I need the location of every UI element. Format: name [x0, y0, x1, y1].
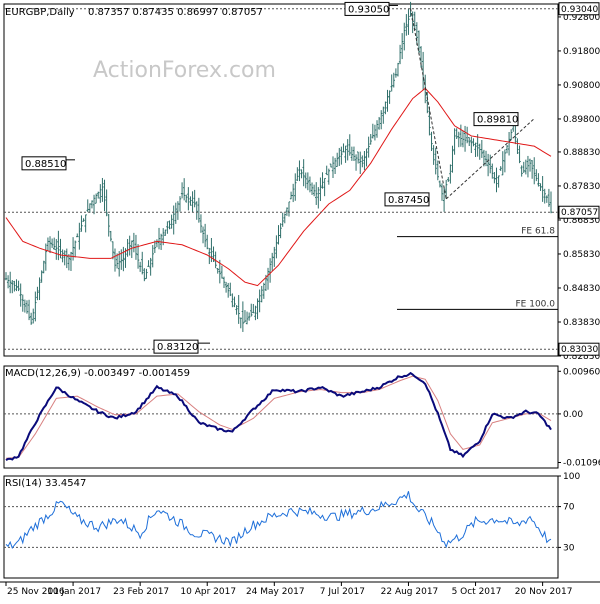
rsi-pane: 100 70 30 [4, 472, 580, 553]
price-tick-label: 0.83830 [563, 318, 600, 328]
x-tick-label: 10 Apr 2017 [180, 587, 236, 597]
fib-label: FE 100.0 [516, 299, 556, 309]
rsi-line [5, 491, 552, 549]
x-tick-label: 23 Feb 2017 [113, 587, 169, 597]
x-tick-label: 10 Jan 2017 [47, 587, 101, 597]
candlesticks [4, 1, 553, 332]
x-tick-label: 20 Nov 2017 [515, 587, 573, 597]
price-tick-label: 0.82830 [563, 352, 600, 362]
rsi-tick-label: 30 [563, 543, 575, 553]
x-tick-label: 24 May 2017 [246, 587, 305, 597]
macd-signal-line [5, 375, 552, 459]
macd-tick-label: 0.00 [563, 410, 583, 420]
macd-pane: 0.009608 0.00 -0.010961 [4, 367, 600, 469]
macd-line [5, 371, 552, 461]
pane-border-1 [3, 365, 559, 469]
moving-average-line [5, 87, 552, 287]
price-tick-label: 0.87830 [563, 182, 600, 192]
price-annotation-label: 0.88510 [25, 159, 66, 170]
pane-border-2 [3, 475, 559, 579]
watermark-text: ActionForex.com [93, 58, 276, 83]
price-tick-label: 0.88830 [563, 148, 600, 158]
price-tick-label: 0.85830 [563, 250, 600, 260]
price-annotation-box [153, 339, 199, 354]
price-level-box [558, 205, 600, 219]
price-level-label: 0.87057 [561, 208, 598, 218]
x-tick-label: 5 Oct 2017 [452, 587, 502, 597]
price-tick-label: 0.90800 [563, 81, 600, 91]
fib-label: FE 61.8 [521, 227, 555, 237]
price-level-box [558, 342, 600, 356]
rsi-tick-label: 100 [563, 472, 580, 482]
price-annotation-box [473, 112, 519, 127]
price-tick-label: 0.91800 [563, 47, 600, 57]
price-tick-label: 0.86830 [563, 216, 600, 226]
price-tick-label: 0.92800 [563, 13, 600, 23]
price-tick-label: 0.84830 [563, 284, 600, 294]
price-annotation-label: 0.83120 [157, 342, 198, 353]
price-tick-label: 0.89800 [563, 115, 600, 125]
price-annotation-box [21, 156, 67, 171]
price-annotation-label: 0.93050 [348, 4, 389, 15]
price-pane: 0.92800 0.91800 0.90800 0.89800 0.88830 0.878… [4, 1, 600, 362]
price-annotation-box [344, 1, 390, 16]
price-level-box [558, 2, 600, 16]
macd-title: MACD(12,26,9) -0.003497 -0.001459 [5, 368, 190, 379]
chart-frame [0, 3, 600, 583]
price-level-label: 0.93040 [561, 5, 598, 15]
chart-ohlc-readout: 0.87357 0.87435 0.86997 0.87057 [88, 7, 263, 18]
x-tick-label: 7 Jul 2017 [320, 587, 365, 597]
pane-border-0 [3, 3, 559, 357]
chart-symbol-title: EURGBP,Daily [5, 7, 75, 18]
price-annotation-label: 0.89810 [477, 115, 518, 126]
price-level-label: 0.83030 [561, 345, 598, 355]
price-annotation-box [384, 192, 430, 207]
rsi-tick-label: 70 [563, 503, 575, 513]
x-tick-label: 25 Nov 2016 [7, 587, 65, 597]
rsi-title: RSI(14) 33.4547 [5, 478, 86, 489]
macd-tick-label: -0.010961 [563, 459, 600, 469]
price-annotation-label: 0.87450 [388, 195, 429, 206]
x-tick-label: 22 Aug 2017 [381, 587, 439, 597]
projection-line-1 [410, 8, 447, 199]
macd-tick-label: 0.009608 [563, 367, 600, 377]
